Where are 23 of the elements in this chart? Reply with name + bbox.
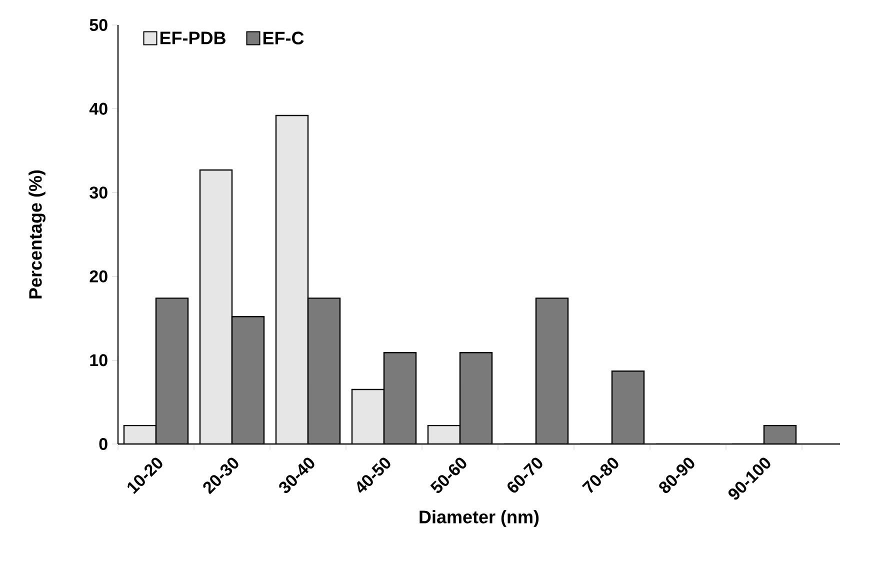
bar	[428, 426, 460, 444]
bar	[276, 116, 308, 444]
y-tick-label: 10	[90, 354, 108, 366]
bar	[124, 426, 156, 444]
y-tick-label: 0	[99, 438, 108, 450]
bar	[536, 298, 568, 444]
y-tick-label: 30	[90, 186, 108, 199]
bar	[200, 170, 232, 444]
y-tick-label: 40	[89, 102, 108, 115]
y-axis-title: Percentage (%)	[28, 170, 46, 298]
bar	[156, 298, 188, 444]
y-tick-label: 20	[90, 270, 108, 282]
bar	[384, 352, 416, 444]
legend-label: EF-PDB	[160, 32, 226, 44]
bar	[763, 424, 797, 444]
bar	[612, 371, 644, 444]
bar	[308, 298, 340, 444]
bar	[232, 316, 264, 444]
y-tick-label: 50	[90, 18, 108, 32]
bar	[352, 390, 384, 444]
legend-label: EF-C	[263, 32, 304, 44]
x-axis-title: Diameter (nm)	[420, 510, 539, 527]
bar	[460, 352, 492, 444]
